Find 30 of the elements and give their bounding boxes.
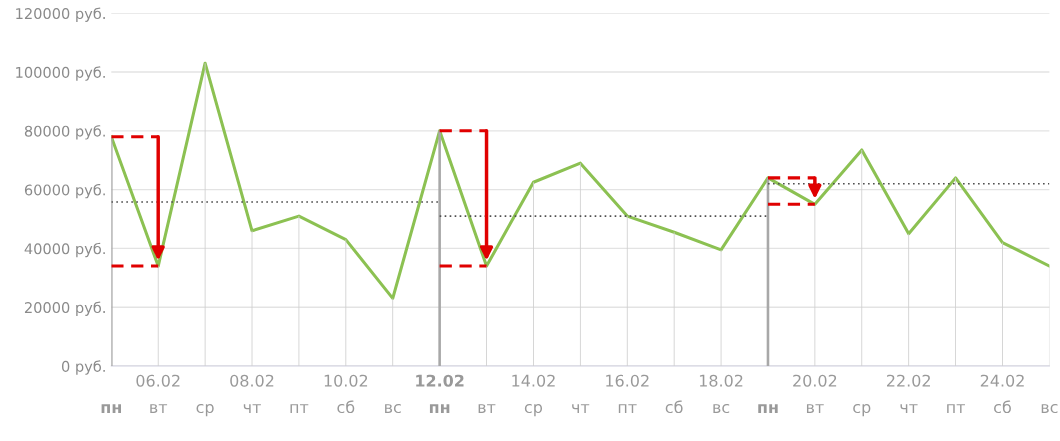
x-tick-label: ср [196, 403, 214, 417]
x-tick-label: ср [853, 403, 871, 417]
y-tick-label: 20000 руб. [24, 301, 105, 316]
line-series [111, 61, 1050, 300]
y-tick-label: 0 руб. [61, 360, 105, 375]
x-tick-label: 20.02 вт [793, 374, 837, 413]
y-tick-label: 100000 руб. [16, 66, 105, 81]
x-tick-label: вт [478, 404, 496, 413]
x-tick-label: пт [290, 404, 309, 413]
x-tick-label: вс [1041, 403, 1058, 414]
x-tick-label: пт [947, 404, 965, 413]
x-tick-label: пн [101, 404, 121, 413]
x-tick-label: 24.02 сб [980, 374, 1024, 414]
x-tick-label: 14.02 ср [512, 374, 555, 417]
x-tick-label: 16.02 пт [606, 374, 649, 413]
y-tick-label: 120000 руб. [16, 7, 105, 22]
x-tick-label: сб [665, 400, 683, 414]
x-tick-label: 08.02 чт [230, 374, 274, 413]
y-tick-label: 40000 руб. [24, 242, 105, 258]
x-tick-label: 10.02 сб [324, 374, 368, 414]
x-tick-label: вс [385, 403, 401, 414]
x-tick-label: 22.02 чт [886, 374, 930, 413]
y-tick-label: 60000 руб. [24, 183, 105, 199]
bar [438, 130, 441, 367]
x-tick-label: 06.02 вт [136, 374, 180, 413]
x-tick-label: чт [572, 404, 590, 413]
x-tick-label: 18.02 вс [699, 374, 743, 414]
x-tick-label: пн [758, 404, 778, 413]
y-tick-label: 80000 руб. [24, 125, 105, 140]
x-tick-label: 12.02 пн [416, 374, 464, 413]
